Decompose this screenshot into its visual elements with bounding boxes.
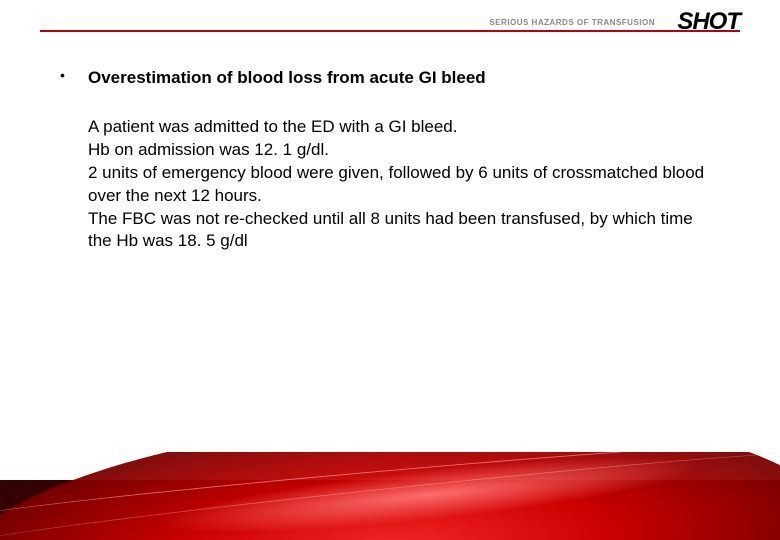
body-line: 2 units of emergency blood were given, f… xyxy=(88,162,720,208)
bullet-heading: Overestimation of blood loss from acute … xyxy=(88,66,486,90)
body-line: A patient was admitted to the ED with a … xyxy=(88,116,720,139)
header-tagline: SERIOUS HAZARDS OF TRANSFUSION xyxy=(489,18,655,27)
bullet-marker: • xyxy=(60,66,88,86)
slide-footer-graphic xyxy=(0,452,780,540)
body-line: Hb on admission was 12. 1 g/dl. xyxy=(88,139,720,162)
body-line: The FBC was not re-checked until all 8 u… xyxy=(88,208,720,254)
body-text: A patient was admitted to the ED with a … xyxy=(88,116,720,254)
slide: SERIOUS HAZARDS OF TRANSFUSION SHOT • Ov… xyxy=(0,0,780,540)
slide-content: • Overestimation of blood loss from acut… xyxy=(60,66,720,253)
header-underline xyxy=(40,30,740,32)
slide-header: SERIOUS HAZARDS OF TRANSFUSION SHOT xyxy=(0,0,780,40)
bullet-item: • Overestimation of blood loss from acut… xyxy=(60,66,720,90)
